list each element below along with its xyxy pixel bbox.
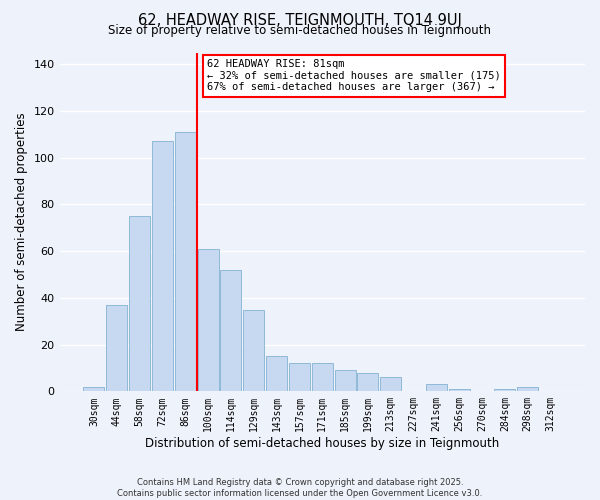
Bar [197,249,218,392]
Bar [243,310,264,392]
Bar [358,372,379,392]
Bar [517,386,538,392]
Bar [220,270,241,392]
Bar [426,384,447,392]
Text: 62, HEADWAY RISE, TEIGNMOUTH, TQ14 9UJ: 62, HEADWAY RISE, TEIGNMOUTH, TQ14 9UJ [138,12,462,28]
Bar [380,378,401,392]
Bar [289,364,310,392]
Bar [335,370,356,392]
Bar [494,389,515,392]
Text: Contains HM Land Registry data © Crown copyright and database right 2025.
Contai: Contains HM Land Registry data © Crown c… [118,478,482,498]
Text: Size of property relative to semi-detached houses in Teignmouth: Size of property relative to semi-detach… [109,24,491,37]
Bar [312,364,333,392]
Y-axis label: Number of semi-detached properties: Number of semi-detached properties [15,112,28,331]
Bar [106,305,127,392]
Bar [83,386,104,392]
Bar [175,132,196,392]
Bar [266,356,287,392]
Bar [152,142,173,392]
Bar [129,216,150,392]
Text: 62 HEADWAY RISE: 81sqm
← 32% of semi-detached houses are smaller (175)
67% of se: 62 HEADWAY RISE: 81sqm ← 32% of semi-det… [206,60,500,92]
Bar [449,389,470,392]
X-axis label: Distribution of semi-detached houses by size in Teignmouth: Distribution of semi-detached houses by … [145,437,499,450]
